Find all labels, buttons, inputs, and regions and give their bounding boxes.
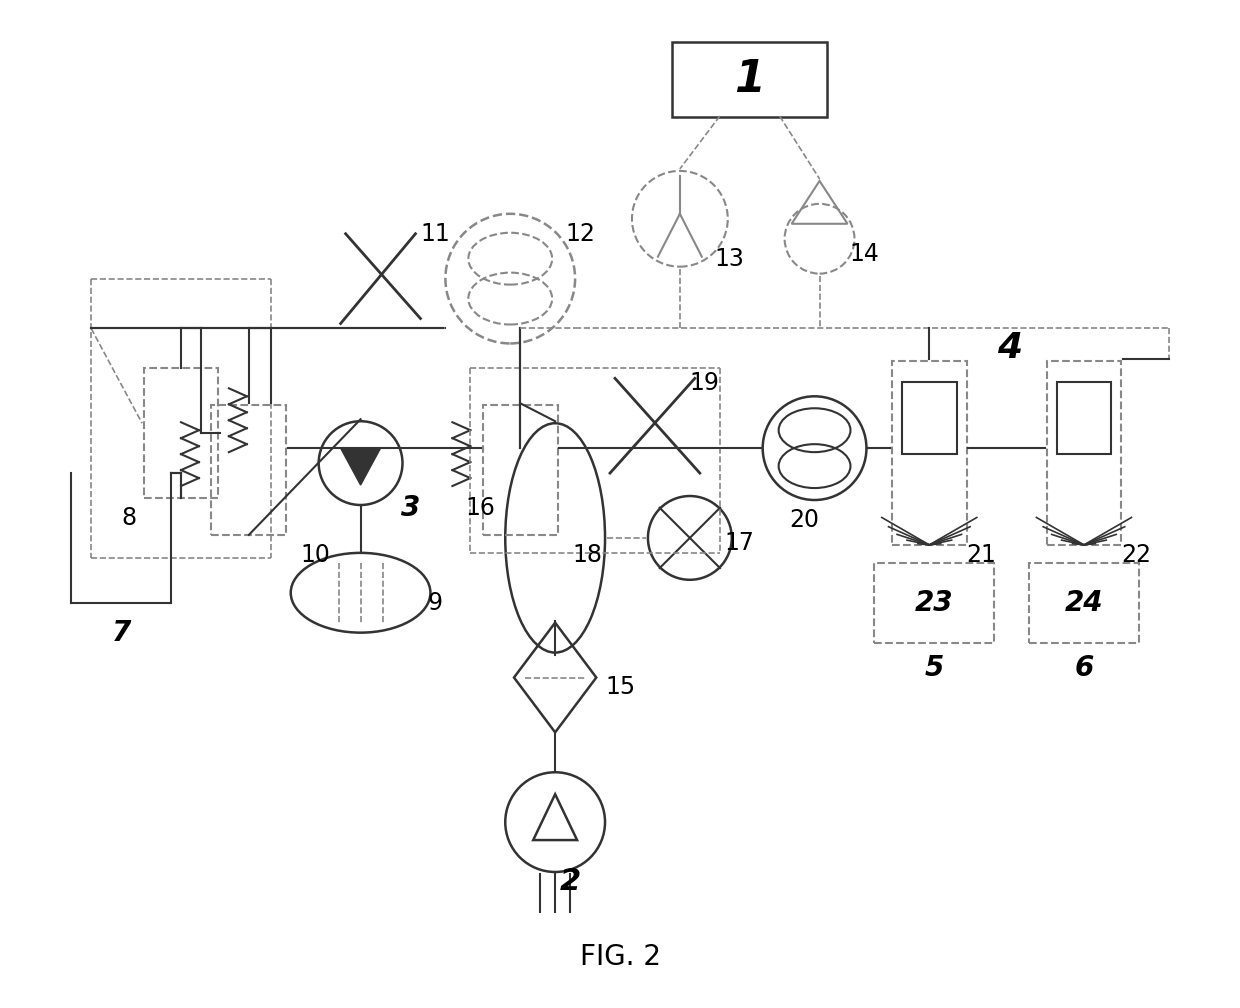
Text: 20: 20 bbox=[790, 508, 820, 532]
Text: 5: 5 bbox=[925, 653, 944, 681]
Text: 14: 14 bbox=[849, 242, 879, 266]
Bar bbox=[482, 405, 558, 535]
Bar bbox=[144, 368, 218, 498]
Text: 10: 10 bbox=[301, 543, 331, 566]
Text: 9: 9 bbox=[428, 591, 443, 615]
Text: 4: 4 bbox=[997, 332, 1022, 366]
Bar bbox=[1029, 562, 1138, 643]
Bar bbox=[1047, 361, 1121, 545]
Text: 8: 8 bbox=[122, 506, 136, 530]
Bar bbox=[211, 405, 286, 535]
Bar bbox=[901, 382, 957, 455]
Text: 18: 18 bbox=[572, 543, 603, 566]
Text: 16: 16 bbox=[465, 496, 495, 520]
Text: FIG. 2: FIG. 2 bbox=[579, 942, 661, 971]
Text: 3: 3 bbox=[401, 494, 420, 522]
Text: 12: 12 bbox=[565, 222, 595, 246]
Text: 24: 24 bbox=[1065, 589, 1104, 617]
Text: 21: 21 bbox=[966, 543, 996, 566]
Text: 17: 17 bbox=[725, 531, 755, 554]
Text: 22: 22 bbox=[1121, 543, 1151, 566]
Text: 2: 2 bbox=[559, 868, 580, 896]
Bar bbox=[892, 361, 967, 545]
Text: 15: 15 bbox=[605, 675, 635, 700]
Text: 13: 13 bbox=[714, 247, 745, 271]
Bar bbox=[874, 562, 994, 643]
Text: 19: 19 bbox=[689, 371, 719, 395]
Polygon shape bbox=[341, 449, 381, 485]
Text: 6: 6 bbox=[1074, 653, 1094, 681]
Bar bbox=[1056, 382, 1111, 455]
Text: 23: 23 bbox=[915, 589, 954, 617]
Text: 7: 7 bbox=[112, 619, 130, 647]
Bar bbox=[672, 41, 827, 117]
Text: 1: 1 bbox=[734, 57, 765, 101]
Text: 11: 11 bbox=[420, 222, 450, 246]
